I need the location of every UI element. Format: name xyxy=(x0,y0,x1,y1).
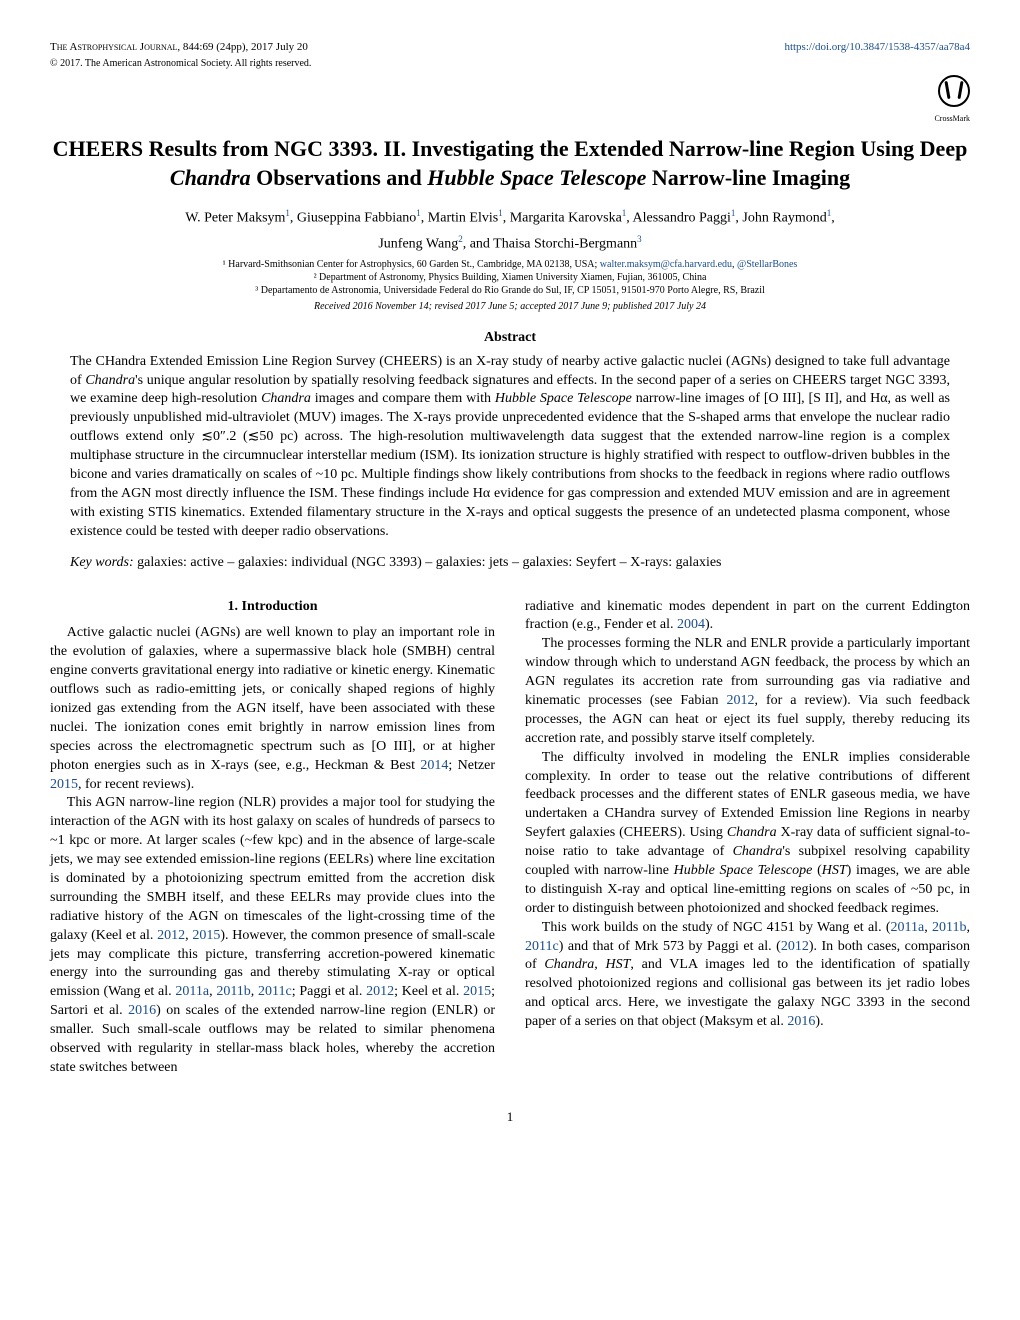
journal-citation: 844:69 (24pp), 2017 July 20 xyxy=(183,41,308,53)
crossmark-label: CrossMark xyxy=(50,114,970,125)
crossmark-badge[interactable]: CrossMark xyxy=(50,75,970,125)
right-column: radiative and kinematic modes dependent … xyxy=(525,598,970,1078)
abstract-heading: Abstract xyxy=(50,329,970,348)
page-number: 1 xyxy=(50,1108,970,1126)
authors-line2: Junfeng Wang2, and Thaisa Storchi-Bergma… xyxy=(50,233,970,255)
copyright-text: © 2017. The American Astronomical Societ… xyxy=(50,57,970,71)
author-email-2[interactable]: @StellarBones xyxy=(737,259,797,270)
affiliation-3: ³ Departamento de Astronomia, Universida… xyxy=(255,285,765,296)
affiliations: ¹ Harvard-Smithsonian Center for Astroph… xyxy=(50,258,970,297)
abstract-text: The CHandra Extended Emission Line Regio… xyxy=(70,353,950,542)
right-para-3: The difficulty involved in modeling the … xyxy=(525,749,970,919)
keywords-label: Key words: xyxy=(70,555,134,570)
intro-para-1: Active galactic nuclei (AGNs) are well k… xyxy=(50,624,495,794)
keywords: Key words: galaxies: active – galaxies: … xyxy=(70,554,950,573)
left-column: 1. Introduction Active galactic nuclei (… xyxy=(50,598,495,1078)
intro-para-2: This AGN narrow-line region (NLR) provid… xyxy=(50,794,495,1077)
journal-name: The Astrophysical Journal, xyxy=(50,41,180,53)
authors-line1: W. Peter Maksym1, Giuseppina Fabbiano1, … xyxy=(50,207,970,229)
journal-header: The Astrophysical Journal, 844:69 (24pp)… xyxy=(50,40,970,55)
publication-dates: Received 2016 November 14; revised 2017 … xyxy=(50,300,970,314)
affiliation-2: ² Department of Astronomy, Physics Build… xyxy=(314,272,707,283)
keywords-text: galaxies: active – galaxies: individual … xyxy=(137,555,721,570)
author-email-1[interactable]: walter.maksym@cfa.harvard.edu xyxy=(600,259,732,270)
paper-title: CHEERS Results from NGC 3393. II. Invest… xyxy=(50,135,970,192)
body-columns: 1. Introduction Active galactic nuclei (… xyxy=(50,598,970,1078)
crossmark-icon xyxy=(938,75,970,107)
right-para-2: The processes forming the NLR and ENLR p… xyxy=(525,635,970,748)
right-para-4: This work builds on the study of NGC 415… xyxy=(525,919,970,1032)
section-1-heading: 1. Introduction xyxy=(50,598,495,617)
doi-link[interactable]: https://doi.org/10.3847/1538-4357/aa78a4 xyxy=(784,40,970,55)
affiliation-1: ¹ Harvard-Smithsonian Center for Astroph… xyxy=(223,259,598,270)
right-para-1: radiative and kinematic modes dependent … xyxy=(525,598,970,636)
